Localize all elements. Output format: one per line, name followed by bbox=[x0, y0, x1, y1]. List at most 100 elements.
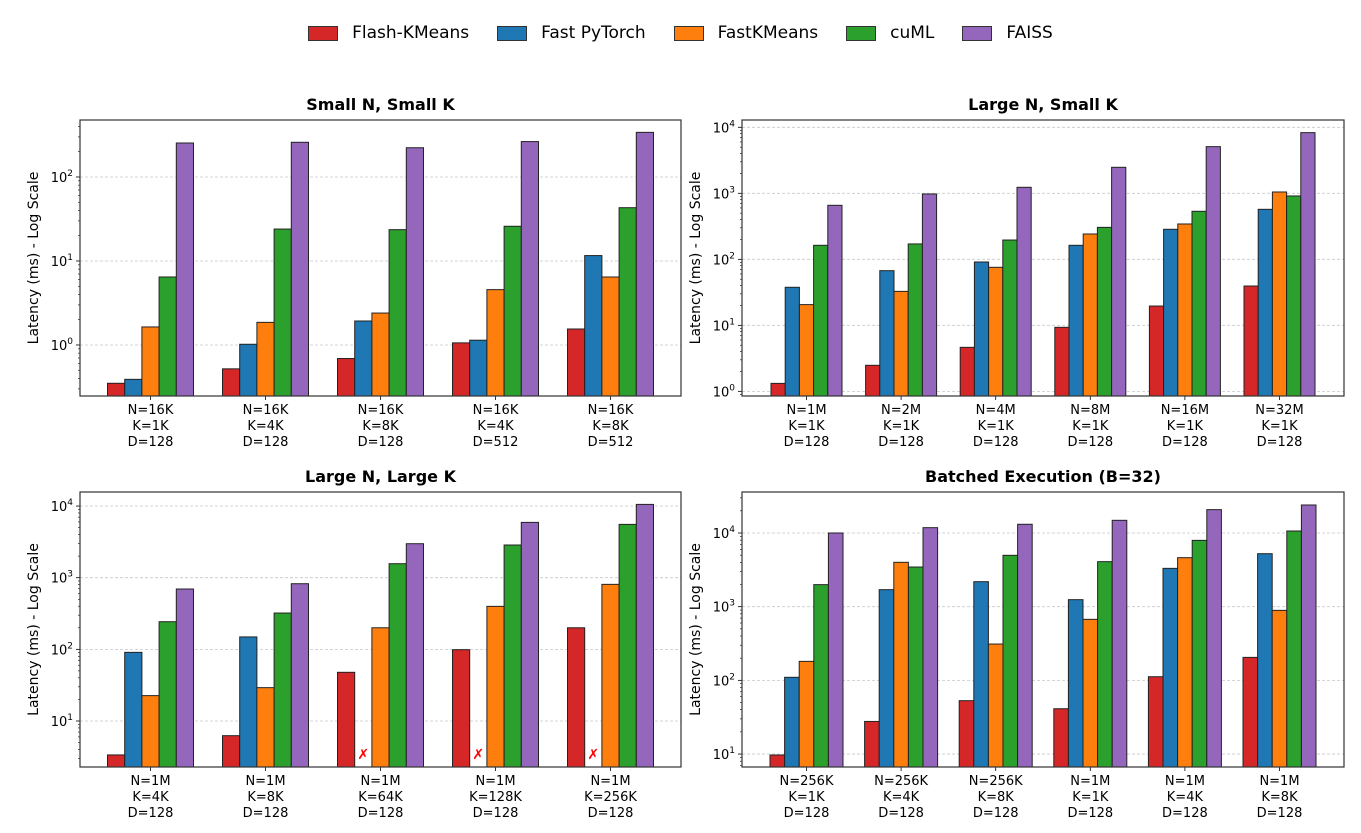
bar-flash-kmeans bbox=[222, 368, 241, 397]
bar-fastkmeans bbox=[1271, 609, 1288, 768]
x-tick-label: D=512 bbox=[473, 435, 519, 450]
legend-item-cuml: cuML bbox=[846, 23, 934, 43]
x-tick-label: D=128 bbox=[1067, 806, 1113, 821]
y-tick-label: 101 bbox=[713, 317, 735, 334]
x-tick-label: D=128 bbox=[358, 806, 404, 821]
x-tick-label: N=16K bbox=[243, 403, 289, 418]
bar-flash-kmeans bbox=[452, 649, 471, 768]
x-tick-label: D=128 bbox=[243, 806, 289, 821]
bar-faiss bbox=[175, 588, 195, 768]
y-tick-label: 101 bbox=[51, 253, 73, 270]
bar-flash-kmeans bbox=[959, 346, 975, 397]
x-tick-label: D=128 bbox=[588, 806, 634, 821]
x-tick-label: K=128K bbox=[469, 790, 522, 805]
legend-item-fast-pytorch: Fast PyTorch bbox=[497, 23, 646, 43]
bar-fastkmeans bbox=[141, 326, 160, 397]
y-tick-label: 102 bbox=[51, 641, 73, 658]
bar-fastkmeans bbox=[893, 290, 909, 397]
bar-fast-pytorch bbox=[1162, 567, 1179, 768]
y-axis-label: Latency (ms) - Log Scale bbox=[26, 543, 42, 716]
x-tick-label: K=8K bbox=[247, 790, 284, 805]
bar-fastkmeans bbox=[486, 605, 505, 768]
x-tick-label: K=1K bbox=[1072, 790, 1109, 805]
y-tick-label: 104 bbox=[51, 498, 74, 515]
x-tick-label: K=8K bbox=[1261, 790, 1298, 805]
y-tick-label: 103 bbox=[51, 570, 73, 587]
x-tick-label: K=4K bbox=[247, 419, 284, 434]
bar-flash-kmeans bbox=[1053, 708, 1069, 768]
bar-cuml bbox=[158, 621, 177, 768]
x-tick-label: N=16K bbox=[588, 403, 634, 418]
bar-fastkmeans bbox=[1177, 557, 1193, 768]
bar-flash-kmeans bbox=[769, 754, 786, 768]
bar-faiss bbox=[827, 204, 843, 397]
bar-flash-kmeans bbox=[452, 342, 471, 397]
chart-title: Large N, Small K bbox=[968, 95, 1118, 114]
failure-marker: ✗ bbox=[587, 747, 599, 763]
x-tick-label: N=16K bbox=[128, 403, 174, 418]
legend-label: Flash-KMeans bbox=[352, 23, 470, 43]
bar-cuml bbox=[618, 207, 637, 397]
bar-flash-kmeans bbox=[567, 627, 586, 768]
bar-cuml bbox=[618, 523, 637, 768]
y-axis-label: Latency (ms) - Log Scale bbox=[688, 172, 704, 345]
bar-cuml bbox=[1002, 239, 1018, 397]
x-tick-label: N=16K bbox=[473, 403, 519, 418]
legend-swatch bbox=[673, 25, 704, 41]
x-tick-label: K=1K bbox=[788, 790, 825, 805]
bar-faiss bbox=[405, 147, 424, 397]
bar-fast-pytorch bbox=[1067, 599, 1084, 768]
bar-cuml bbox=[907, 566, 924, 768]
legend-item-fastkmeans: FastKMeans bbox=[673, 23, 818, 43]
chart-panel-2: Large N, Small K 100 101 102 103 104 Latency (… bbox=[688, 95, 1345, 450]
x-tick-label: D=128 bbox=[1257, 806, 1303, 821]
bar-cuml bbox=[1002, 554, 1019, 768]
bar-fastkmeans bbox=[987, 643, 1004, 768]
x-tick-label: D=128 bbox=[784, 806, 830, 821]
bar-cuml bbox=[273, 228, 292, 397]
bar-flash-kmeans bbox=[107, 382, 126, 397]
x-tick-label: D=512 bbox=[588, 435, 634, 450]
x-tick-label: N=1M bbox=[1165, 774, 1205, 789]
bar-fast-pytorch bbox=[1163, 228, 1179, 397]
x-tick-label: K=4K bbox=[883, 790, 920, 805]
x-tick-label: N=1M bbox=[786, 403, 826, 418]
x-tick-label: K=1K bbox=[788, 419, 825, 434]
bar-flash-kmeans bbox=[107, 754, 126, 768]
bar-fast-pytorch bbox=[239, 343, 258, 397]
x-tick-label: K=1K bbox=[978, 419, 1015, 434]
bar-cuml bbox=[1096, 226, 1113, 397]
legend-swatch bbox=[962, 25, 993, 41]
bar-faiss bbox=[1017, 523, 1033, 768]
x-tick-label: N=16M bbox=[1161, 403, 1209, 418]
x-tick-label: D=128 bbox=[973, 435, 1019, 450]
x-tick-label: N=2M bbox=[881, 403, 921, 418]
x-tick-label: D=128 bbox=[878, 806, 924, 821]
chart-title: Small N, Small K bbox=[306, 95, 455, 114]
bar-fast-pytorch bbox=[239, 636, 258, 768]
bar-faiss bbox=[1111, 166, 1127, 397]
y-tick-label: 101 bbox=[51, 713, 73, 730]
y-tick-label: 104 bbox=[713, 119, 736, 136]
y-axis-label: Latency (ms) - Log Scale bbox=[26, 172, 42, 345]
bar-fast-pytorch bbox=[354, 320, 373, 397]
bar-fast-pytorch bbox=[878, 589, 895, 768]
bar-flash-kmeans bbox=[337, 358, 356, 397]
bar-flash-kmeans bbox=[1243, 285, 1259, 397]
x-tick-label: K=8K bbox=[362, 419, 399, 434]
bar-faiss bbox=[1300, 504, 1317, 768]
x-tick-label: D=128 bbox=[784, 435, 830, 450]
bar-faiss bbox=[921, 193, 938, 397]
y-tick-label: 103 bbox=[713, 185, 735, 202]
legend-label: Fast PyTorch bbox=[541, 23, 646, 43]
bar-cuml bbox=[503, 225, 522, 397]
bar-flash-kmeans bbox=[337, 671, 356, 768]
y-axis-label: Latency (ms) - Log Scale bbox=[688, 543, 704, 716]
bar-cuml bbox=[813, 244, 829, 397]
bar-fastkmeans bbox=[371, 312, 390, 397]
x-tick-label: K=1K bbox=[883, 419, 920, 434]
bar-faiss bbox=[520, 521, 539, 768]
bar-fast-pytorch bbox=[124, 378, 143, 397]
bar-cuml bbox=[503, 544, 522, 768]
